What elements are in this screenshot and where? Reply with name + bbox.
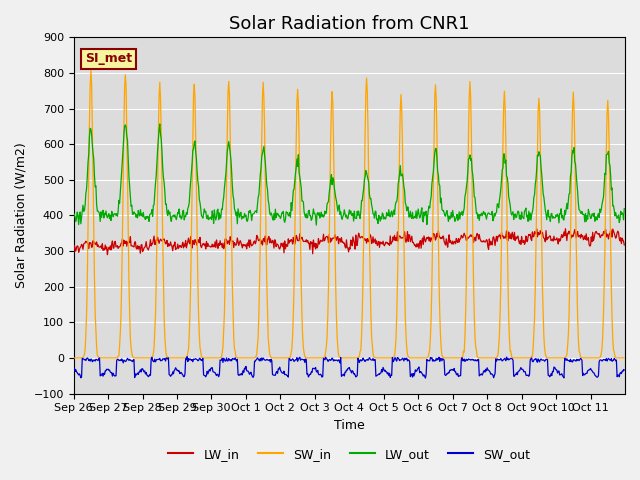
Text: SI_met: SI_met [84,52,132,65]
X-axis label: Time: Time [334,419,365,432]
Legend: LW_in, SW_in, LW_out, SW_out: LW_in, SW_in, LW_out, SW_out [163,443,535,466]
Y-axis label: Solar Radiation (W/m2): Solar Radiation (W/m2) [15,143,28,288]
Title: Solar Radiation from CNR1: Solar Radiation from CNR1 [229,15,470,33]
